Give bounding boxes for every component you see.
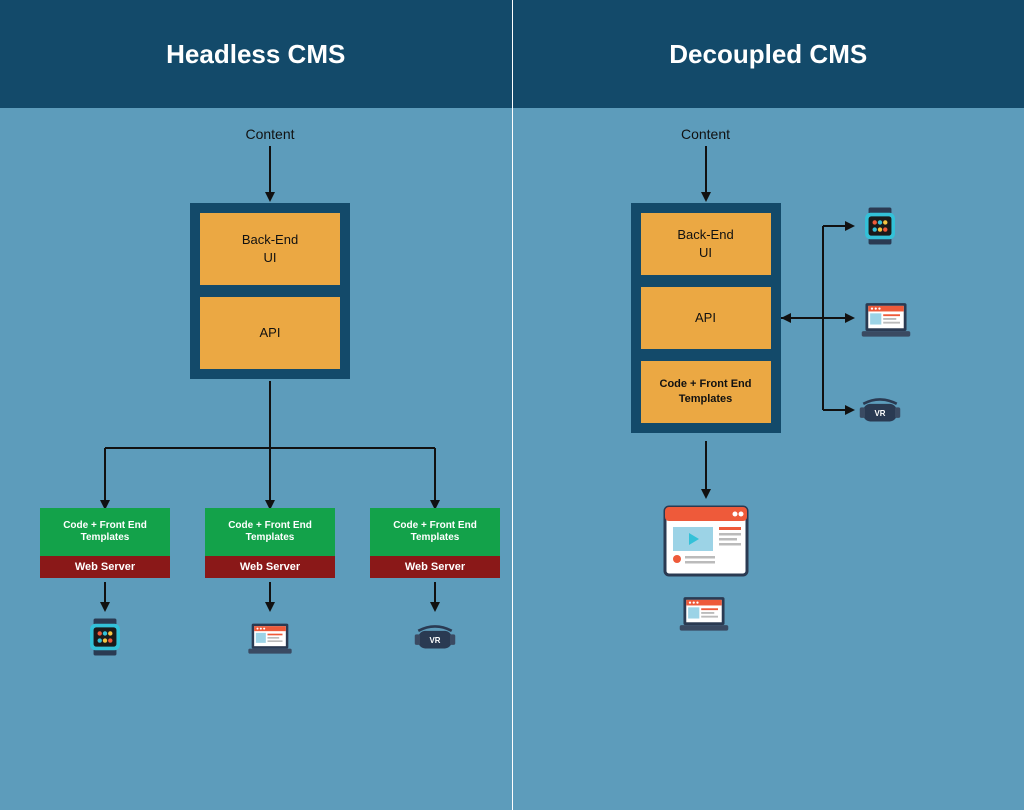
arrow-branch-3 <box>435 582 436 612</box>
arrow-api-side-fanout <box>513 108 1024 608</box>
code-templates-3: Code + Front End Templates <box>370 508 500 556</box>
body-headless: Content Back-End UI API <box>0 108 512 810</box>
web-server-1: Web Server <box>40 556 170 578</box>
body-decoupled: Content Back-End UI API Code + Front End… <box>513 108 1024 810</box>
device-laptop-2 <box>858 293 914 343</box>
web-server-2: Web Server <box>205 556 335 578</box>
panel-decoupled: Decoupled CMS Content Back-End UI API Co… <box>513 0 1024 810</box>
branch-3: Code + Front End Templates Web Server <box>370 508 500 662</box>
header-decoupled: Decoupled CMS <box>513 0 1024 108</box>
bottom-icons <box>661 503 751 639</box>
branches: Code + Front End Templates Web Server Co… <box>40 508 500 662</box>
code-templates-1: Code + Front End Templates <box>40 508 170 556</box>
device-smartwatch-2 <box>858 201 914 251</box>
side-icons <box>858 201 914 435</box>
device-laptop-1 <box>245 612 295 662</box>
header-headless: Headless CMS <box>0 0 512 108</box>
device-smartwatch-1 <box>80 612 130 662</box>
device-vr-2 <box>858 385 914 435</box>
diagram-container: Headless CMS Content Back-End UI API <box>0 0 1024 810</box>
device-browser <box>661 503 751 583</box>
web-server-3: Web Server <box>370 556 500 578</box>
device-vr-1 <box>410 612 460 662</box>
branch-2: Code + Front End Templates Web Server <box>205 508 335 662</box>
panel-headless: Headless CMS Content Back-End UI API <box>0 0 513 810</box>
device-laptop-3 <box>676 591 736 639</box>
code-templates-2: Code + Front End Templates <box>205 508 335 556</box>
arrow-branch-2 <box>270 582 271 612</box>
branch-1: Code + Front End Templates Web Server <box>40 508 170 662</box>
arrow-branch-1 <box>105 582 106 612</box>
